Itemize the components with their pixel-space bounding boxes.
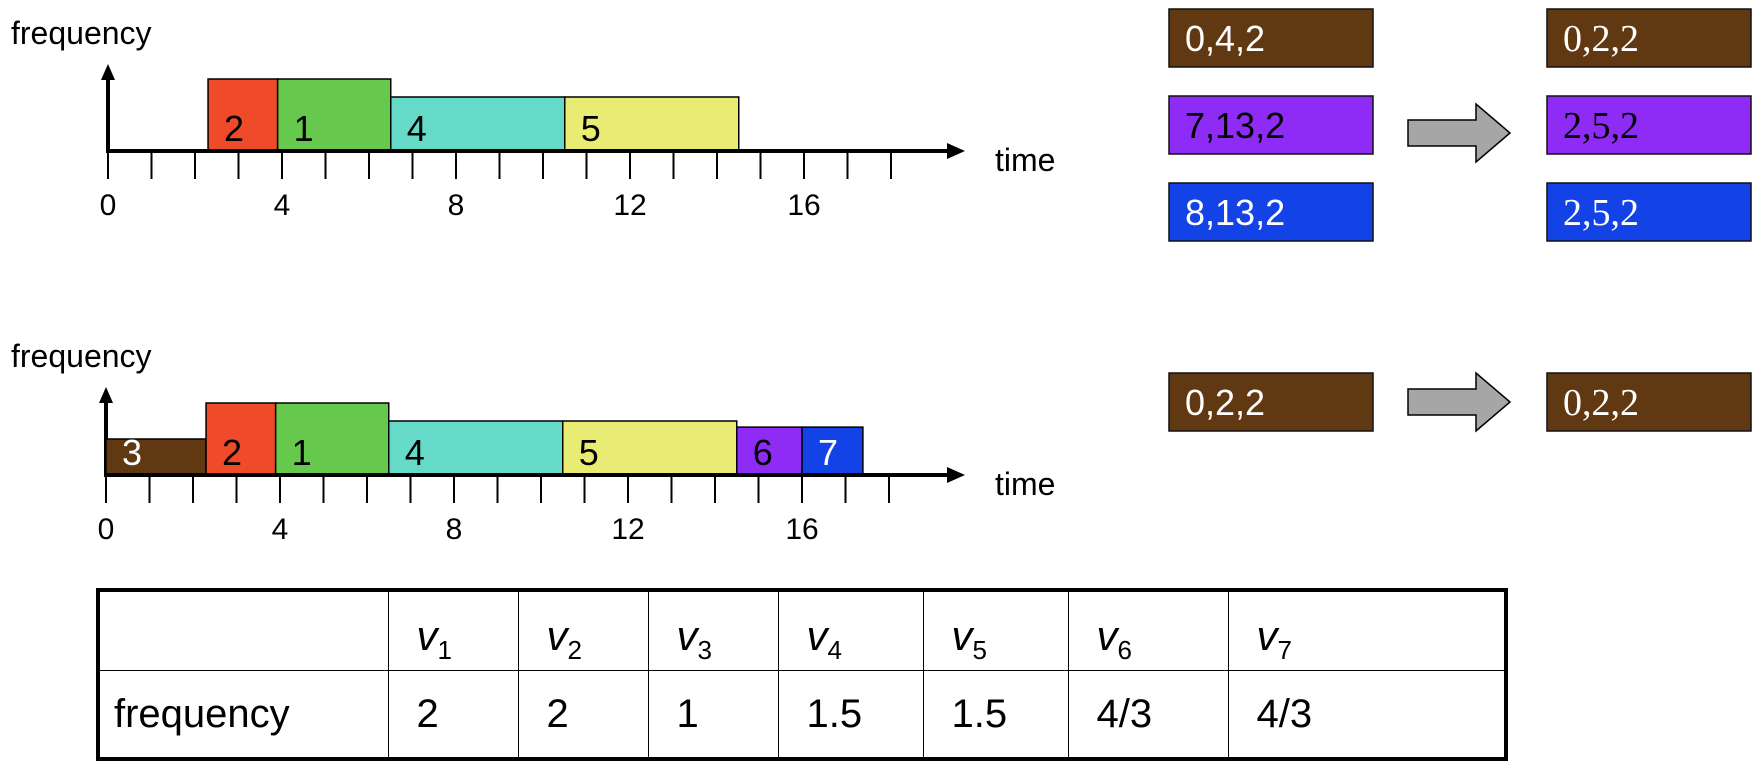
table-header-v6: v6 [1067, 589, 1229, 671]
bottom-timeline-tick-label: 12 [611, 513, 644, 546]
top-timeline-tick-label: 16 [787, 189, 820, 222]
top-timeline-x-axis-title: time [995, 142, 1055, 178]
top-after-tag-0 [1546, 8, 1752, 68]
bottom-timeline-task-5-label: 5 [579, 432, 599, 473]
top-before-tag-0-text: 0,4,2 [1185, 18, 1265, 59]
top-after-tag-1-text: 2,5,2 [1563, 105, 1639, 147]
bottom-timeline-task-7-block [801, 426, 864, 476]
top-timeline-task-1-block [276, 78, 392, 152]
table-value-v3: 1 [647, 670, 779, 760]
bottom-timeline-task-3-block [105, 438, 207, 476]
top-timeline-x-axis-arrowhead [947, 143, 965, 159]
table-header-v7: v7 [1227, 589, 1507, 671]
top-after-tag-2 [1546, 182, 1752, 242]
top-after-tag-2-text: 2,5,2 [1563, 192, 1639, 234]
table-value-v2: 2 [517, 670, 649, 760]
bottom-timeline-task-2-label: 2 [222, 432, 242, 473]
top-after-tag-1 [1546, 95, 1752, 155]
top-timeline-y-axis-arrowhead [101, 64, 115, 80]
bottom-timeline-task-6-block [736, 426, 803, 476]
bottom-timeline-tick-label: 8 [446, 513, 463, 546]
table-value-v7: 4/3 [1227, 670, 1507, 760]
bottom-timeline-tick-label: 0 [98, 513, 115, 546]
bottom-timeline-task-1-label: 1 [292, 432, 312, 473]
table-corner-cell [97, 589, 389, 671]
bottom-timeline-task-4-label: 4 [405, 432, 425, 473]
top-before-tag-0 [1168, 8, 1374, 68]
table-value-v6: 4/3 [1067, 670, 1229, 760]
top-timeline-task-1-label: 1 [294, 108, 314, 149]
top-timeline-task-5-label: 5 [581, 108, 601, 149]
top-timeline-y-axis-title: frequency [11, 15, 152, 51]
bottom-timeline-x-axis-title: time [995, 466, 1055, 502]
table-header-row: v1 v2 v3 v4 v5 v6 v7 [97, 589, 1507, 671]
bottom-timeline-tick-label: 16 [785, 513, 818, 546]
top-transform-arrow-icon [1407, 102, 1512, 164]
top-before-tag-2 [1168, 182, 1374, 242]
table-header-v4: v4 [777, 589, 924, 671]
top-timeline-task-2-label: 2 [224, 108, 244, 149]
bottom-timeline-task-2-block [205, 402, 277, 476]
table-values-row: frequency 2 2 1 1.5 1.5 4/3 4/3 [97, 670, 1507, 760]
bottom-timeline-tick-label: 4 [272, 513, 289, 546]
bottom-transform-arrow-icon [1407, 371, 1512, 433]
bottom-before-tag-0-text: 0,2,2 [1185, 382, 1265, 423]
table-header-v3: v3 [647, 589, 779, 671]
table-header-v1: v1 [387, 589, 519, 671]
bottom-timeline-y-axis-title: frequency [11, 338, 152, 374]
top-timeline-tick-label: 0 [100, 189, 117, 222]
top-timeline-task-2-block [207, 78, 279, 152]
top-timeline-task-5-block [564, 96, 740, 152]
bottom-after-tag-0 [1546, 372, 1752, 432]
bottom-before-tag-0 [1168, 372, 1374, 432]
table-header-v2: v2 [517, 589, 649, 671]
table-value-v4: 1.5 [777, 670, 924, 760]
bottom-timeline-task-6-label: 6 [753, 432, 773, 473]
top-after-tag-0-text: 0,2,2 [1563, 18, 1639, 60]
bottom-timeline-y-axis-arrowhead [99, 387, 113, 403]
top-before-tag-1-text: 7,13,2 [1185, 105, 1285, 146]
bottom-timeline-task-1-block [274, 402, 390, 476]
bottom-timeline-x-axis-arrowhead [947, 467, 965, 483]
top-timeline-tick-label: 8 [448, 189, 465, 222]
top-timeline-tick-label: 4 [274, 189, 291, 222]
top-before-tag-2-text: 8,13,2 [1185, 192, 1285, 233]
bottom-after-tag-0-text: 0,2,2 [1563, 382, 1639, 424]
table-value-v1: 2 [387, 670, 519, 760]
table-row-label: frequency [97, 670, 389, 760]
table-header-v5: v5 [922, 589, 1069, 671]
top-timeline-task-4-label: 4 [407, 108, 427, 149]
bottom-timeline-task-3-label: 3 [122, 432, 142, 473]
top-before-tag-1 [1168, 95, 1374, 155]
bottom-timeline-task-7-label: 7 [818, 432, 838, 473]
frequency-table: v1 v2 v3 v4 v5 v6 v7 frequency 2 2 1 1.5… [96, 588, 1508, 761]
top-timeline-tick-label: 12 [613, 189, 646, 222]
table-value-v5: 1.5 [922, 670, 1069, 760]
